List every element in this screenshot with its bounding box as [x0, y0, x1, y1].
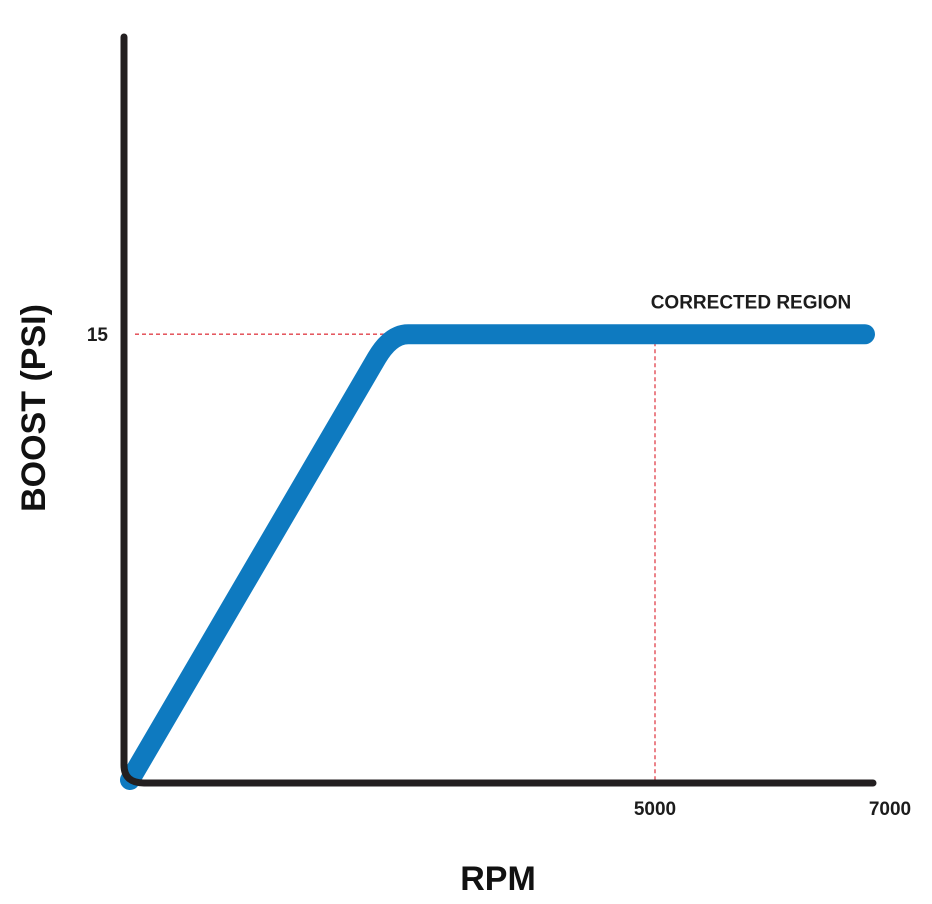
- reference-lines: [135, 328, 676, 780]
- y-axis-title: BOOST (PSI): [15, 304, 53, 512]
- tick-labels: 5000 7000 15: [87, 325, 911, 820]
- x-tick-label: 7000: [869, 799, 911, 820]
- axes: [120, 33, 877, 787]
- axis-lines: [120, 33, 877, 787]
- corrected-region-annotation: CORRECTED REGION: [651, 292, 852, 313]
- boost-series-line: [120, 324, 875, 790]
- series-layer: [120, 324, 875, 790]
- x-tick-label: 5000: [634, 799, 676, 820]
- y-tick-label: 15: [87, 325, 109, 346]
- x-axis-title: RPM: [460, 860, 536, 898]
